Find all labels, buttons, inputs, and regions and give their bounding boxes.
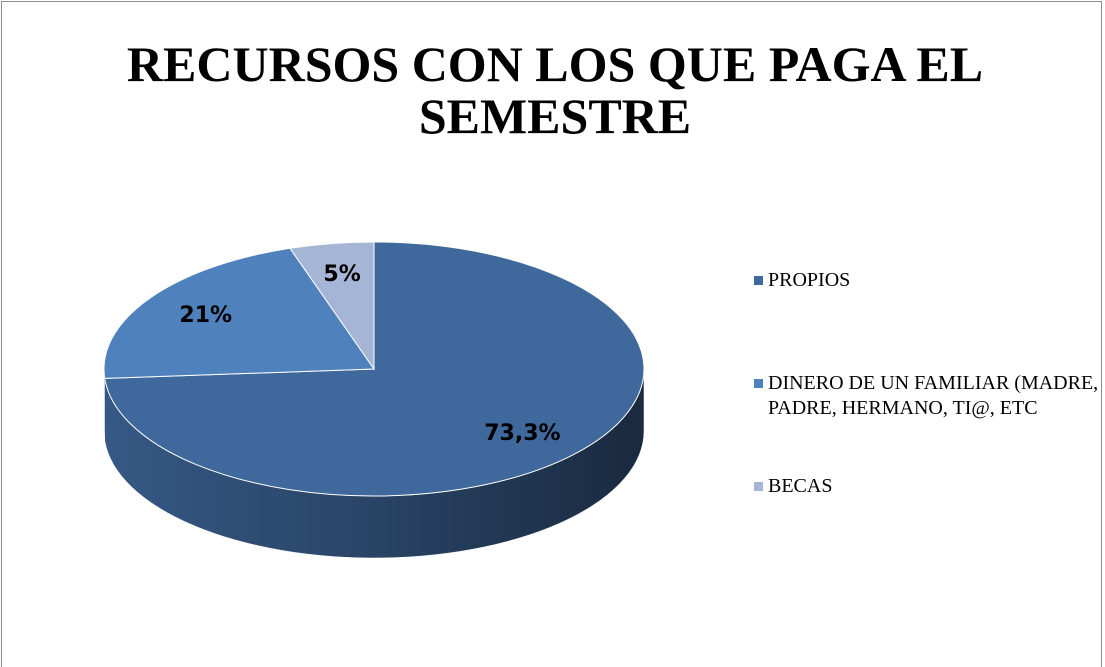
legend-label: DINERO DE UN FAMILIAR (MADRE, PADRE, HER… [768,372,1099,419]
data-label: 73,3% [484,421,560,446]
chart-title: RECURSOS CON LOS QUE PAGA EL SEMESTRE [126,36,984,144]
legend: PROPIOS DINERO DE UN FAMILIAR (MADRE, PAD… [754,268,1099,577]
data-label: 21% [179,303,232,328]
legend-item: PROPIOS [754,268,1099,371]
legend-item: DINERO DE UN FAMILIAR (MADRE, PADRE, HER… [754,371,1099,474]
slice [103,247,375,379]
legend-label: BECAS [768,475,833,497]
slice [289,241,375,371]
legend-item: BECAS [754,474,1099,577]
legend-swatch [754,482,763,491]
legend-swatch [754,276,763,285]
data-label: 5% [323,262,360,287]
legend-label: PROPIOS [768,269,851,291]
legend-swatch [754,379,763,388]
